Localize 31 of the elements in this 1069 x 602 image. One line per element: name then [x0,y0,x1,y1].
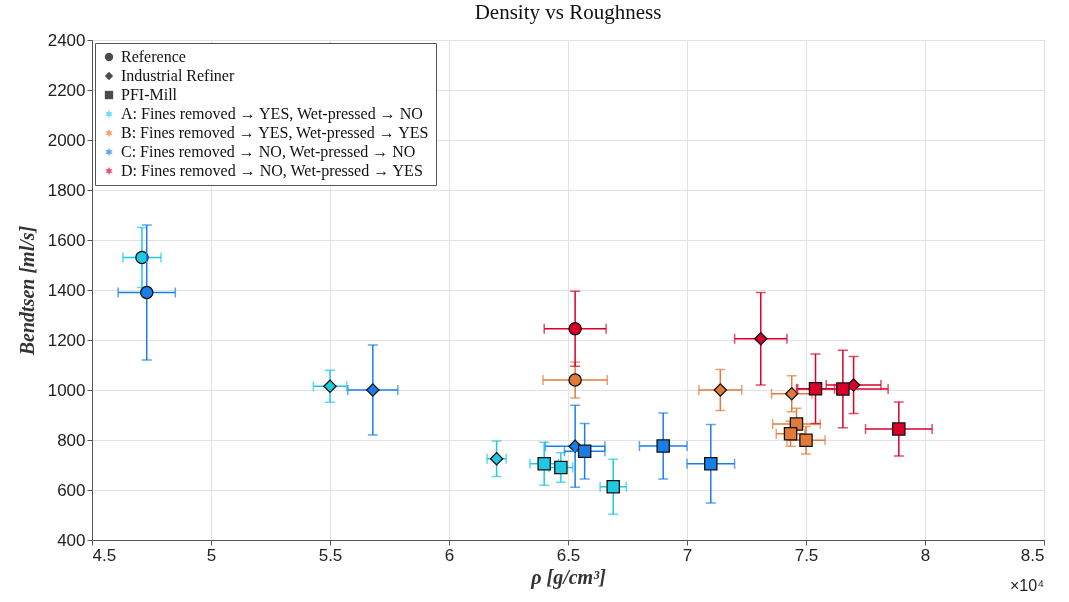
y-axis-title: Bendtsen [ml/s] [15,225,38,357]
legend-label: B: Fines removed → YES, Wet-pressed → YES [121,124,429,142]
chart-title: Density vs Roughness [474,0,662,24]
y-tick-label: 2400 [47,30,86,50]
y-tick-label: 2200 [47,80,86,100]
legend-label: D: Fines removed → NO, Wet-pressed → YES [121,162,423,180]
x-tick-label: 4.5 [92,545,117,565]
y-tick-label: 1800 [47,180,86,200]
legend-label: Industrial Refiner [121,67,235,84]
legend-label: PFI-Mill [121,86,178,103]
y-tick-label: 1400 [47,280,86,300]
x-tick-label: 8.5 [1020,545,1045,565]
x-tick-label: 7.5 [794,545,819,565]
y-tick-label: 1000 [47,380,86,400]
y-tick-label: 800 [57,430,86,450]
x-tick-label: 8 [920,545,931,565]
x-tick-label: 6.5 [556,545,581,565]
x-axis-title: ρ [g/cm³] [530,565,607,589]
y-tick-label: 400 [57,530,86,550]
legend-label: C: Fines removed → NO, Wet-pressed → NO [121,143,416,161]
x-tick-label: 5.5 [318,545,343,565]
text: ×10⁴ [1009,577,1045,594]
y-tick-label: 1600 [47,230,86,250]
y-tick-label: 2000 [47,130,86,150]
y-tick-label: 1200 [47,330,86,350]
y-tick-label: 600 [57,480,86,500]
x-tick-label: 5 [206,545,217,565]
legend-label: Reference [121,48,186,65]
x-tick-label: 6 [444,545,455,565]
legend-label: A: Fines removed → YES, Wet-pressed → NO [121,105,423,123]
x-tick-label: 7 [682,545,693,565]
